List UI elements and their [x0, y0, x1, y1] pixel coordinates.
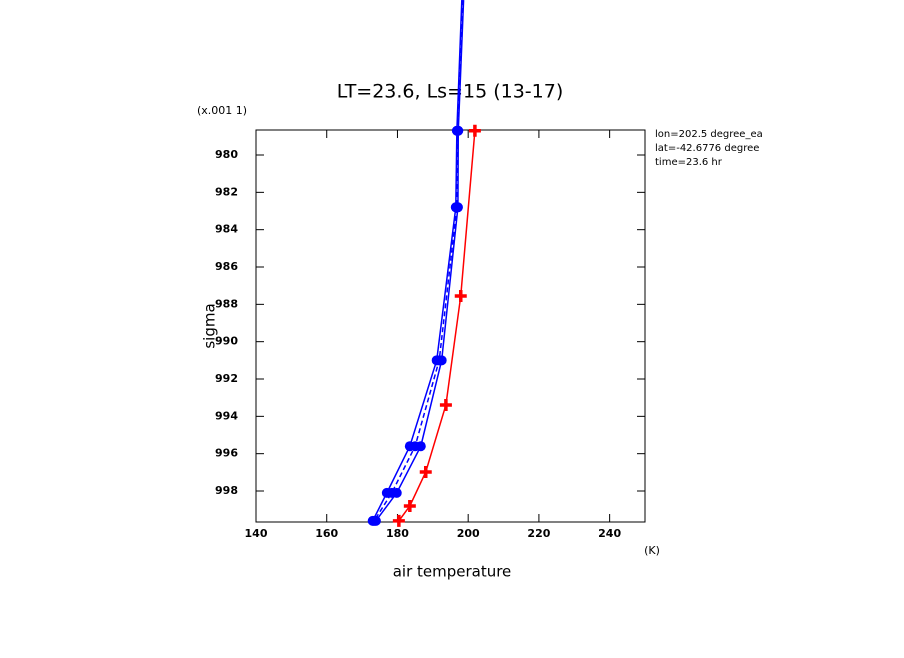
- data-point: [452, 125, 463, 136]
- data-point: [419, 465, 432, 478]
- data-point: [439, 398, 452, 411]
- x-axis-label: air temperature: [393, 563, 512, 581]
- data-point: [392, 514, 405, 527]
- x-tick-label: 180: [386, 527, 409, 540]
- data-point: [451, 202, 462, 213]
- plot-frame: [255, 129, 646, 523]
- annotation: time=23.6 hr: [655, 157, 723, 168]
- x-tick-label: 200: [457, 527, 480, 540]
- y-tick-label: 994: [215, 409, 238, 422]
- data-point: [369, 515, 380, 526]
- annotations: lon=202.5 degree_ea lat=-42.6776 degree …: [655, 129, 763, 168]
- y-tick-label: 998: [215, 484, 238, 497]
- x-tick-label: 160: [315, 527, 338, 540]
- x-tick-label: 140: [245, 527, 268, 540]
- annotation: lat=-42.6776 degree: [655, 143, 759, 154]
- data-point: [468, 124, 481, 137]
- chart-title: LT=23.6, Ls=15 (13-17): [337, 81, 564, 103]
- data-point: [403, 499, 416, 512]
- data-line: [398, 130, 476, 522]
- data-point: [434, 355, 445, 366]
- x-tick-label: 240: [598, 527, 621, 540]
- annotation: lon=202.5 degree_ea: [655, 129, 763, 140]
- y-tick-label: 984: [215, 223, 238, 236]
- data-point: [410, 441, 421, 452]
- y-tick-label: 992: [215, 372, 238, 385]
- y-axis-label: sigma: [201, 303, 219, 348]
- data-point: [454, 289, 467, 302]
- y-tick-label: 990: [215, 335, 238, 348]
- y-tick-label: 996: [215, 447, 238, 460]
- y-unit-label: (x.001 1): [197, 104, 247, 117]
- data-point: [386, 487, 397, 498]
- y-tick-label: 988: [215, 297, 238, 310]
- x-tick-label: 220: [527, 527, 550, 540]
- y-tick-label: 982: [215, 185, 238, 198]
- y-tick-label: 980: [215, 148, 238, 161]
- x-unit-label: (K): [644, 544, 660, 557]
- y-tick-label: 986: [215, 260, 238, 273]
